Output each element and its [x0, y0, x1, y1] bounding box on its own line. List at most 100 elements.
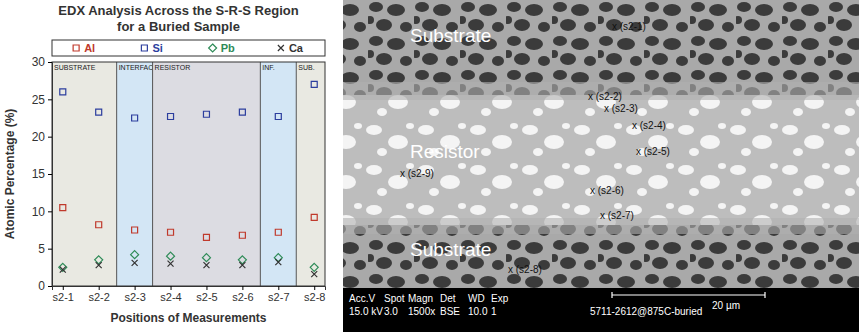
data-point — [203, 111, 209, 117]
micrograph-point-label: x (s2-3) — [604, 103, 638, 114]
y-tick-label: 25 — [32, 93, 46, 107]
y-tick: 20 — [32, 130, 52, 144]
scale-bar — [612, 292, 765, 298]
x-tick: s2-3 — [124, 286, 145, 303]
micrograph-resistor — [343, 95, 859, 225]
region-band — [52, 62, 117, 286]
info-bar — [343, 288, 859, 332]
data-point — [311, 271, 317, 277]
x-axis-line — [53, 287, 326, 291]
info-value: 15.0 kV — [349, 306, 383, 317]
chart-title: EDX Analysis Across the S-R-S Regionfor … — [58, 3, 298, 34]
series-Si — [60, 81, 317, 121]
data-point — [203, 234, 209, 240]
micrograph-substrate-top — [343, 0, 859, 95]
x-tick: s2-1 — [53, 286, 74, 303]
y-tick: 30 — [32, 55, 52, 69]
y-tick-mark — [48, 286, 52, 287]
info-header: Acc.V — [349, 293, 375, 304]
data-point — [168, 261, 174, 267]
legend-marker — [209, 44, 217, 52]
series-Pb — [59, 251, 318, 272]
x-tick-label: s2-2 — [88, 291, 109, 303]
x-axis: s2-1 s2-2 s2-3 s2-4 s2-5 s2-6 s2-7 s2-8 — [53, 286, 326, 303]
x-tick-label: s2-6 — [232, 291, 253, 303]
regions: SUBSTRATEINTERFACERESISTORINF.SUB. — [52, 62, 325, 286]
x-tick: s2-2 — [88, 286, 109, 303]
data-point — [310, 263, 318, 271]
plot-frame — [52, 62, 325, 286]
x-tick-mark — [314, 286, 315, 290]
y-tick-label: 0 — [38, 279, 45, 293]
x-tick: s2-6 — [232, 286, 253, 303]
y-tick: 15 — [32, 167, 52, 181]
micrograph-point-label: x (s2-6) — [590, 185, 624, 196]
y-tick-mark — [48, 249, 52, 250]
data-point — [275, 114, 281, 120]
legend-label: Al — [84, 42, 95, 54]
info-value: BSE — [440, 306, 460, 317]
info-value: 3.0 — [384, 306, 398, 317]
x-tick-mark — [99, 286, 100, 290]
y-tick-label: 15 — [32, 167, 46, 181]
series-Al — [60, 205, 317, 241]
y-axis: 051015202530 — [32, 55, 53, 293]
data-point — [132, 227, 138, 233]
data-point — [239, 232, 245, 238]
micrograph-point-label: x (s2-4) — [632, 120, 666, 131]
micrograph-point-label: x (s2-5) — [636, 146, 670, 157]
info-header: Exp — [491, 293, 509, 304]
x-tick-label: s2-7 — [268, 291, 289, 303]
x-tick-mark — [63, 286, 64, 290]
data-point — [167, 252, 175, 260]
y-tick-label: 20 — [32, 130, 46, 144]
region-band — [117, 62, 153, 286]
x-tick: s2-8 — [304, 286, 325, 303]
legend-label: Pb — [221, 42, 235, 54]
data-point — [60, 205, 66, 211]
marks — [59, 81, 318, 277]
x-tick: s2-7 — [268, 286, 289, 303]
info-value: 1500x — [408, 306, 435, 317]
y-tick-mark — [48, 174, 52, 175]
x-tick-label: s2-5 — [196, 291, 217, 303]
micrograph-point-label: x (s2-8) — [508, 264, 542, 275]
micrograph-point-label: x (s2-2) — [588, 91, 622, 102]
info-header: Magn — [408, 293, 433, 304]
data-point — [275, 259, 281, 265]
region-label: SUBSTRATE — [54, 64, 96, 71]
info-header: Det — [440, 293, 456, 304]
micrograph-region-label: Resistor — [410, 141, 480, 162]
info-header: WD — [468, 293, 485, 304]
data-point — [239, 262, 245, 268]
info-value: 1 — [491, 306, 497, 317]
data-point — [275, 229, 281, 235]
x-tick-label: s2-8 — [304, 291, 325, 303]
data-point — [203, 262, 209, 268]
legend-box — [52, 40, 325, 56]
data-point — [311, 81, 317, 87]
data-point — [274, 254, 282, 262]
x-tick: s2-4 — [160, 286, 181, 303]
legend-label: Ca — [289, 42, 304, 54]
y-axis-line — [48, 63, 53, 287]
data-point — [96, 109, 102, 115]
x-tick-label: s2-3 — [124, 291, 145, 303]
y-tick: 0 — [38, 279, 52, 293]
data-point — [60, 89, 66, 95]
y-tick-mark — [48, 99, 52, 100]
chart-title-line: EDX Analysis Across the S-R-S Region — [58, 3, 298, 18]
micrograph-substrate-bottom — [343, 225, 859, 288]
legend: AlSiPbCa — [52, 40, 325, 56]
micrograph-point-label: x (s2-7) — [600, 210, 634, 221]
data-point — [202, 254, 210, 262]
x-tick-mark — [242, 286, 243, 290]
x-tick-mark — [278, 286, 279, 290]
x-tick: s2-5 — [196, 286, 217, 303]
data-point — [132, 115, 138, 121]
region-band — [260, 62, 296, 286]
y-tick: 25 — [32, 93, 52, 107]
micrograph-region-label: Substrate — [410, 239, 491, 260]
y-tick: 10 — [32, 205, 52, 219]
data-point — [96, 262, 102, 268]
